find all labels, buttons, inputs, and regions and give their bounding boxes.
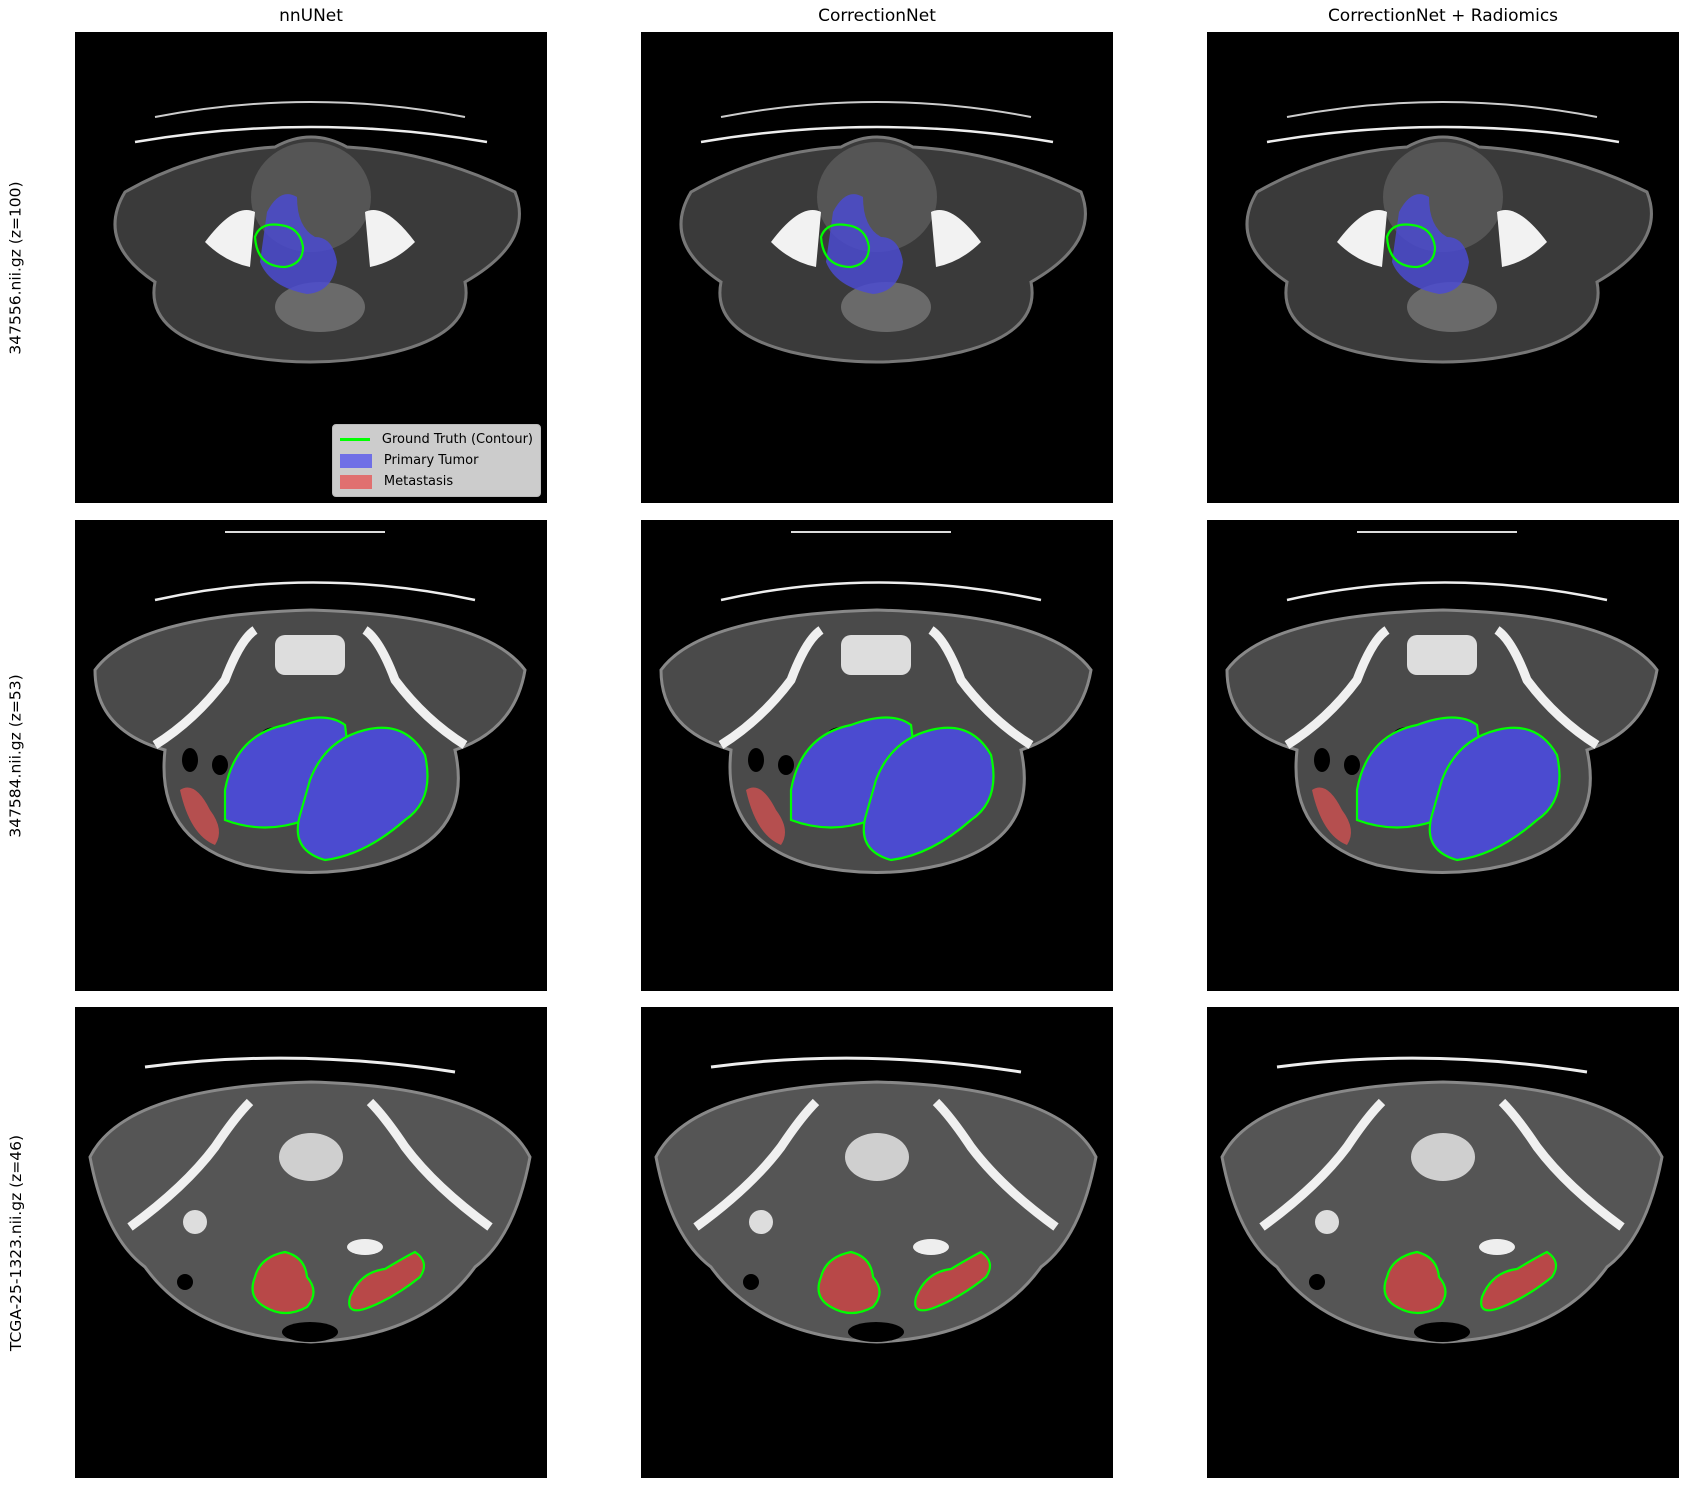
legend-item: Metastasis — [339, 471, 533, 492]
ct-slice-panel — [1207, 1007, 1679, 1478]
row-label-text: 347556.nii.gz (z=100) — [7, 180, 26, 355]
legend-swatch — [339, 474, 372, 489]
ct-image — [93, 531, 527, 874]
ct-slice-panel — [641, 520, 1113, 991]
column-title: CorrectionNet — [818, 6, 936, 26]
ct-slice-panel: Ground Truth (Contour) Primary Tumor Metas… — [75, 32, 547, 503]
row-label-text: 347584.nii.gz (z=53) — [7, 673, 25, 838]
ct-slice-panel — [641, 1007, 1113, 1478]
row-label: 347584.nii.gz (z=53) — [4, 520, 28, 991]
ct-image — [654, 1056, 1098, 1344]
row-label: 347556.nii.gz (z=100) — [4, 32, 28, 503]
ct-image — [659, 531, 1093, 874]
legend-label: Metastasis — [383, 474, 454, 489]
ct-slice-panel — [641, 32, 1113, 503]
ct-image — [1220, 1056, 1664, 1344]
ct-image — [1225, 531, 1659, 874]
ct-image — [679, 101, 1087, 364]
ct-slice-panel — [1207, 32, 1679, 503]
legend-label: Primary Tumor — [383, 453, 479, 468]
ct-slice-panel — [75, 1007, 547, 1478]
ct-image — [88, 1056, 532, 1344]
column-title: CorrectionNet + Radiomics — [1327, 6, 1559, 26]
ct-image — [1245, 101, 1653, 364]
column-title: nnUNet — [279, 6, 343, 26]
legend: Ground Truth (Contour) Primary Tumor Metas… — [331, 424, 541, 497]
row-label: TCGA-25-1323.nii.gz (z=46) — [4, 1007, 28, 1478]
legend-item: Ground Truth (Contour) — [339, 429, 533, 450]
legend-item: Primary Tumor — [339, 450, 533, 471]
ct-slice-panel — [1207, 520, 1679, 991]
ct-image — [113, 101, 521, 364]
legend-swatch — [339, 434, 370, 446]
ct-slice-panel — [75, 520, 547, 991]
legend-label: Ground Truth (Contour) — [381, 432, 533, 447]
row-label-text: TCGA-25-1323.nii.gz (z=46) — [7, 1134, 25, 1351]
legend-swatch — [339, 453, 372, 468]
